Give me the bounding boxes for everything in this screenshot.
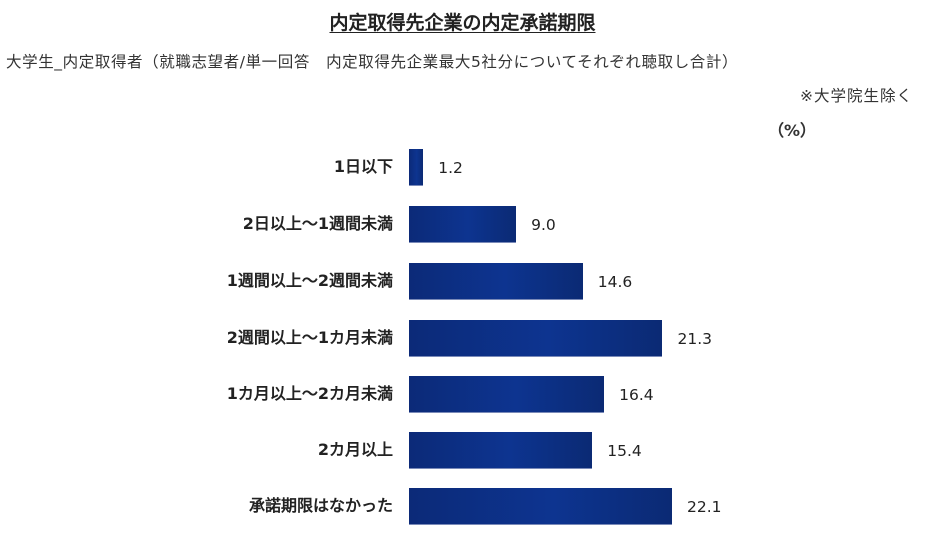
bar [409, 432, 593, 468]
bar-row: 1カ月以上〜2カ月未満 16.4 [0, 376, 925, 412]
bar-row: 1日以下 1.2 [0, 149, 925, 185]
chart-note: ※大学院生除く [800, 87, 913, 105]
bar-row: 2日以上〜1週間未満 9.0 [0, 206, 925, 242]
value-label: 9.0 [531, 216, 556, 234]
bar [409, 206, 517, 242]
value-label: 21.3 [677, 330, 712, 348]
value-label: 14.6 [597, 273, 633, 291]
unit-label: （%） [768, 121, 817, 140]
value-label: 22.1 [686, 498, 722, 516]
bar-row: 2カ月以上 15.4 [0, 432, 925, 468]
chart-subtitle: 大学生_内定取得者（就職志望者/単一回答 内定取得先企業最大5社分についてそれぞ… [6, 53, 739, 71]
bar [409, 149, 424, 185]
category-label: 承諾期限はなかった [248, 496, 393, 515]
bar [409, 263, 583, 299]
category-label: 1カ月以上〜2カ月未満 [226, 384, 393, 403]
value-label: 15.4 [607, 442, 642, 460]
bar-row: 承諾期限はなかった 22.1 [0, 488, 925, 524]
category-label: 2日以上〜1週間未満 [242, 214, 393, 233]
bar [409, 488, 672, 524]
chart-title: 内定取得先企業の内定承諾期限 [0, 8, 925, 35]
bar-row: 1週間以上〜2週間未満 14.6 [0, 263, 925, 299]
value-label: 16.4 [619, 386, 654, 404]
category-label: 2週間以上〜1カ月未満 [226, 328, 393, 347]
category-label: 1週間以上〜2週間未満 [226, 271, 393, 290]
bar [409, 320, 663, 356]
category-label: 2カ月以上 [317, 440, 393, 459]
chart-title-text: 内定取得先企業の内定承諾期限 [329, 12, 596, 34]
value-label: 1.2 [438, 159, 463, 177]
bar [409, 376, 605, 412]
category-label: 1日以下 [333, 157, 393, 176]
bar-row: 2週間以上〜1カ月未満 21.3 [0, 320, 925, 356]
